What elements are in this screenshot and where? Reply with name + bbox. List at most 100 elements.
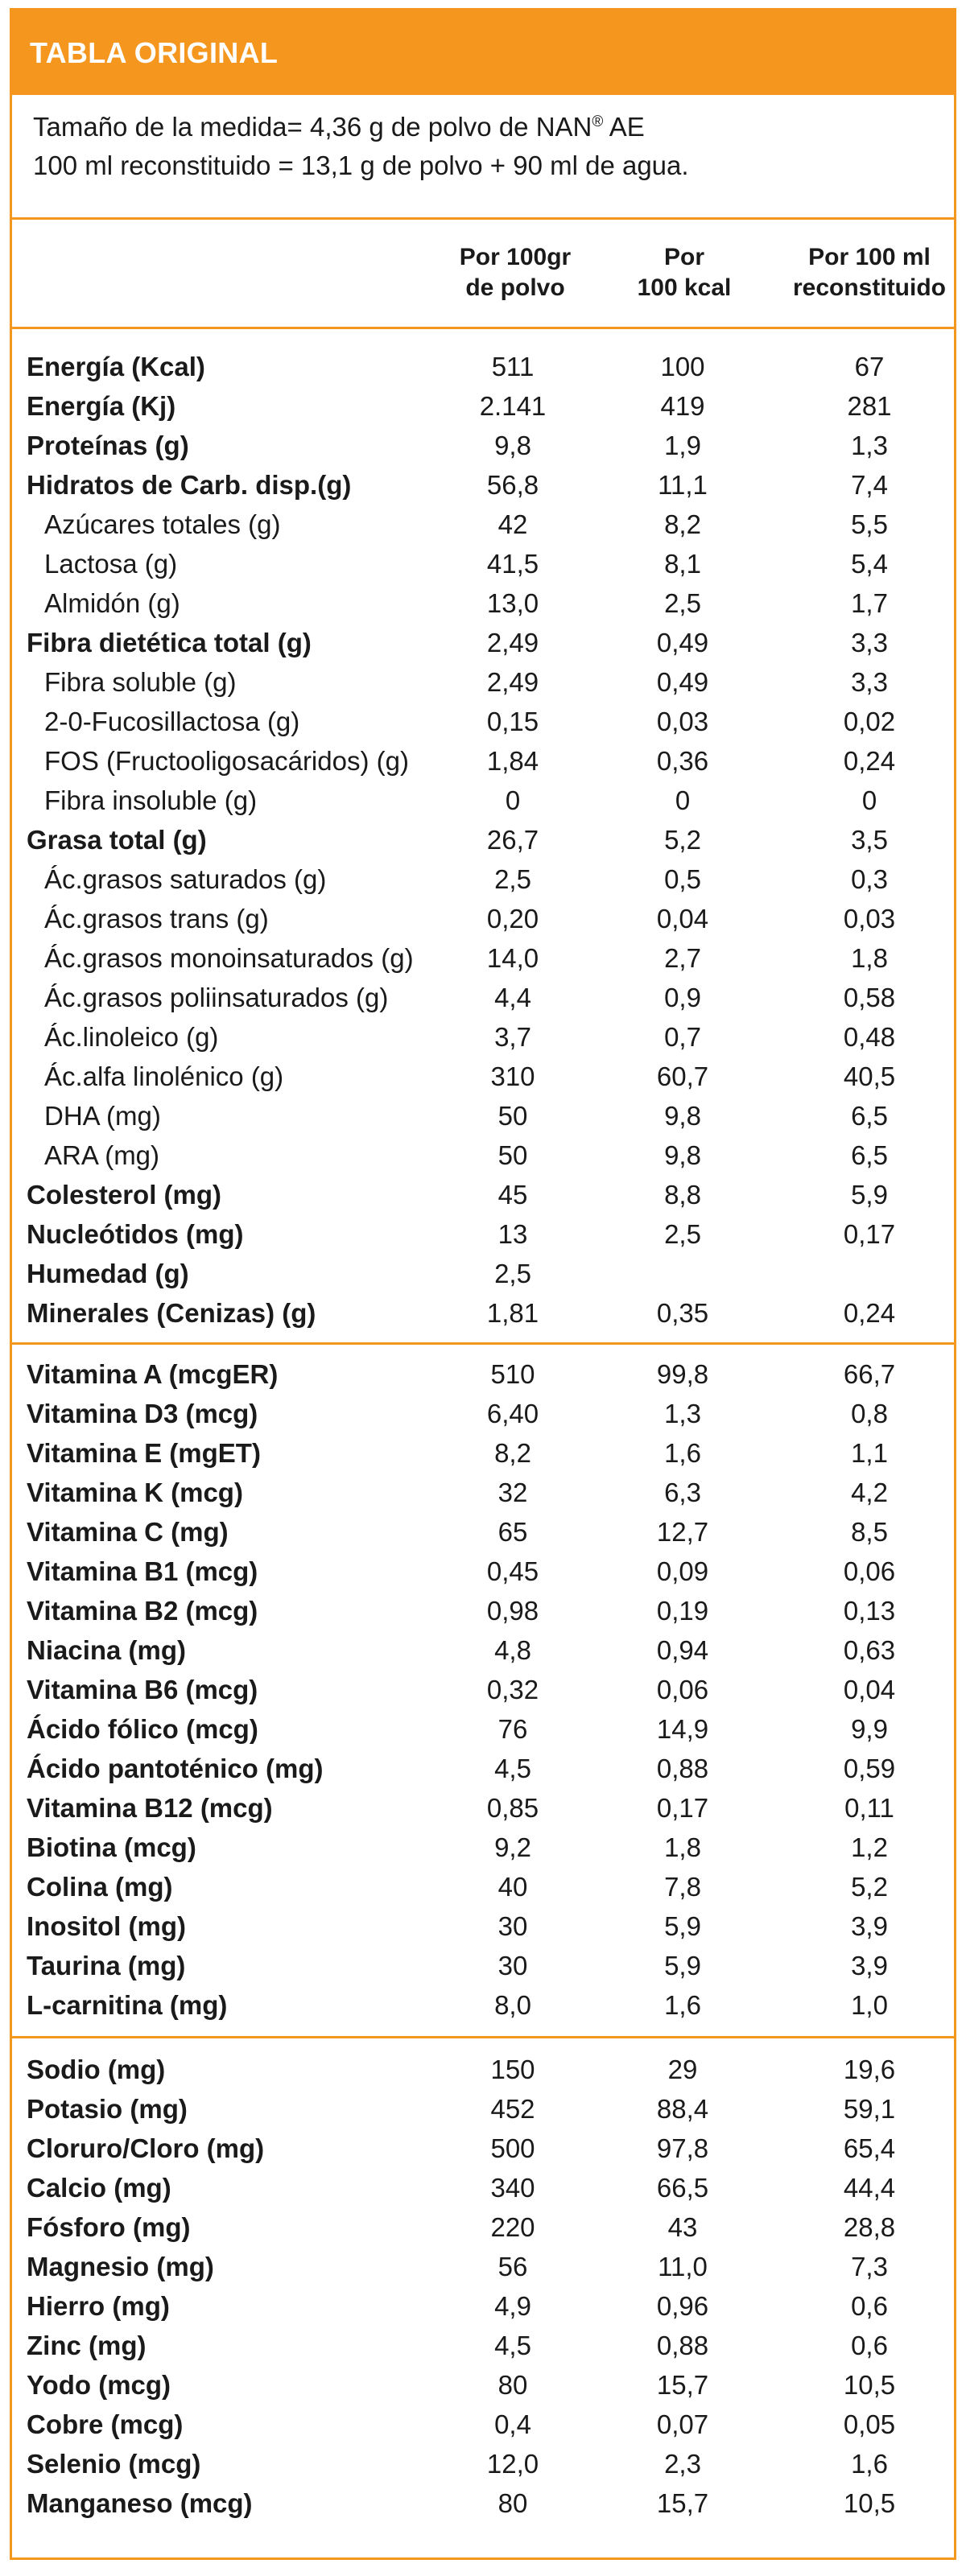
table-row: Fósforo (mg) 220 43 28,8	[12, 2207, 954, 2247]
nutrient-label: Minerales (Cenizas) (g)	[27, 1298, 316, 1328]
nutrient-label: Taurina (mg)	[27, 1951, 186, 1980]
nutrient-value: 2,5	[664, 588, 701, 618]
nutrient-value: 7,8	[664, 1872, 701, 1902]
nutrient-label: Zinc (mg)	[27, 2331, 147, 2360]
column-header-line: Por 100gr	[459, 244, 572, 270]
nutrient-value: 44,4	[843, 2173, 896, 2203]
column-headers: Por 100gr de polvo Por 100 kcal Por 100 …	[12, 220, 954, 329]
nutrient-value: 42	[497, 509, 528, 539]
table-section: Sodio (mg) 150 29 19,6 Potasio (mg) 452 88,4 59…	[12, 2038, 954, 2531]
nutrient-value: 0,6	[851, 2291, 888, 2321]
nutrient-value: 66,5	[656, 2173, 709, 2203]
nutrient-value: 2,5	[494, 864, 531, 894]
nutrient-value: 8,8	[664, 1180, 701, 1210]
table-row: 2-0-Fucosillactosa (g) 0,15 0,03 0,02	[12, 702, 954, 741]
table-row: Ác.alfa linolénico (g) 310 60,7 40,5	[12, 1057, 954, 1096]
table-row: FOS (Fructooligosacáridos) (g) 1,84 0,36 0,…	[12, 741, 954, 781]
nutrient-value: 9,8	[494, 431, 531, 460]
nutrient-label: Manganeso (mcg)	[27, 2488, 253, 2518]
nutrient-value: 150	[490, 2055, 535, 2084]
nutrient-value: 0,17	[843, 1219, 896, 1249]
nutrient-value: 60,7	[656, 1061, 709, 1091]
nutrient-value: 41,5	[486, 549, 539, 579]
nutrient-value: 0,05	[843, 2409, 896, 2439]
table-row: Vitamina B6 (mcg) 0,32 0,06 0,04	[12, 1670, 954, 1709]
nutrient-value: 10,5	[843, 2488, 896, 2518]
nutrient-value: 13,0	[486, 588, 539, 618]
nutrient-label: ARA (mg)	[44, 1140, 160, 1170]
table-row: Sodio (mg) 150 29 19,6	[12, 2050, 954, 2089]
nutrient-label: Fibra soluble (g)	[44, 667, 237, 697]
nutrient-value: 15,7	[656, 2370, 709, 2400]
nutrient-value: 0,8	[851, 1399, 888, 1428]
nutrient-label: Colesterol (mg)	[27, 1180, 222, 1210]
nutrient-value: 8,0	[494, 1990, 531, 2020]
nutrient-value: 0,85	[486, 1793, 539, 1823]
column-header-line: reconstituido	[792, 274, 946, 301]
table-row: Hierro (mg) 4,9 0,96 0,6	[12, 2286, 954, 2326]
table-row: Inositol (mg) 30 5,9 3,9	[12, 1906, 954, 1946]
nutrient-value: 0,04	[656, 904, 709, 934]
nutrient-label: Niacina (mg)	[27, 1635, 187, 1665]
table-row: Vitamina B12 (mcg) 0,85 0,17 0,11	[12, 1788, 954, 1828]
nutrient-value: 1,7	[851, 588, 888, 618]
nutrient-value: 0,04	[843, 1675, 896, 1704]
nutrient-value: 340	[490, 2173, 535, 2203]
nutrient-value: 0,06	[656, 1675, 709, 1704]
table-title: TABLA ORIGINAL	[12, 10, 954, 95]
nutrient-label: Biotina (mcg)	[27, 1832, 196, 1862]
table-section: Vitamina A (mcgER) 510 99,8 66,7 Vitamina D3…	[12, 1345, 954, 2038]
nutrient-value: 0,59	[843, 1754, 896, 1783]
nutrient-value: 1,84	[486, 746, 539, 776]
nutrient-value: 281	[847, 391, 892, 421]
nutrient-value: 419	[660, 391, 705, 421]
nutrient-value: 26,7	[486, 825, 539, 855]
nutrient-value: 3,5	[851, 825, 888, 855]
nutrient-value: 50	[497, 1140, 528, 1170]
nutrient-value: 0	[505, 785, 521, 815]
nutrient-label: Fósforo (mg)	[27, 2212, 191, 2242]
table-row: Vitamina B1 (mcg) 0,45 0,09 0,06	[12, 1552, 954, 1591]
nutrient-label: Magnesio (mg)	[27, 2252, 214, 2281]
nutrient-value: 4,8	[494, 1635, 531, 1665]
nutrient-value: 1,0	[851, 1990, 888, 2020]
nutrient-value: 4,4	[494, 983, 531, 1012]
nutrient-value: 9,2	[494, 1832, 531, 1862]
nutrient-value: 0	[675, 785, 691, 815]
nutrient-value: 1,6	[664, 1990, 701, 2020]
nutrient-value: 65,4	[843, 2133, 896, 2163]
nutrient-value: 0,02	[843, 707, 896, 736]
nutrient-value: 76	[497, 1714, 528, 1744]
table-row: Nucleótidos (mg) 13 2,5 0,17	[12, 1214, 954, 1254]
table-row: Fibra dietética total (g) 2,49 0,49 3,3	[12, 623, 954, 662]
table-row: Energía (Kj) 2.141 419 281	[12, 386, 954, 426]
nutrient-label: DHA (mg)	[44, 1101, 161, 1131]
nutrient-value: 0,94	[656, 1635, 709, 1665]
nutrient-value: 2,49	[486, 628, 539, 657]
nutrient-value: 0,7	[664, 1022, 701, 1052]
nutrient-value: 1,1	[851, 1438, 888, 1468]
nutrient-value: 0,19	[656, 1596, 709, 1626]
table-row: Potasio (mg) 452 88,4 59,1	[12, 2089, 954, 2129]
nutrient-value: 10,5	[843, 2370, 896, 2400]
table-row: Ác.grasos monoinsaturados (g) 14,0 2,7 1,8	[12, 938, 954, 978]
table-row: Ác.grasos saturados (g) 2,5 0,5 0,3	[12, 859, 954, 899]
nutrient-label: Ác.grasos trans (g)	[44, 904, 269, 934]
nutrient-label: FOS (Fructooligosacáridos) (g)	[44, 746, 409, 776]
nutrient-value: 500	[490, 2133, 535, 2163]
nutrient-value: 0,48	[843, 1022, 896, 1052]
nutrient-value: 12,0	[486, 2449, 539, 2479]
nutrient-label: Lactosa (g)	[44, 549, 178, 579]
nutrient-value: 1,6	[851, 2449, 888, 2479]
table-section: Energía (Kcal) 511 100 67 Energía (Kj) 2.141 4…	[12, 329, 954, 1345]
nutrient-value: 1,3	[851, 431, 888, 460]
table-row: Vitamina D3 (mcg) 6,40 1,3 0,8	[12, 1394, 954, 1433]
nutrient-label: Fibra insoluble (g)	[44, 785, 258, 815]
table-row: ARA (mg) 50 9,8 6,5	[12, 1136, 954, 1175]
nutrient-label: Ác.alfa linolénico (g)	[44, 1061, 284, 1091]
nutrient-value: 14,0	[486, 943, 539, 973]
nutrient-label: Vitamina B6 (mcg)	[27, 1675, 258, 1704]
nutrient-value: 0,13	[843, 1596, 896, 1626]
nutrient-label: Energía (Kcal)	[27, 352, 205, 381]
nutrient-value: 452	[490, 2094, 535, 2124]
